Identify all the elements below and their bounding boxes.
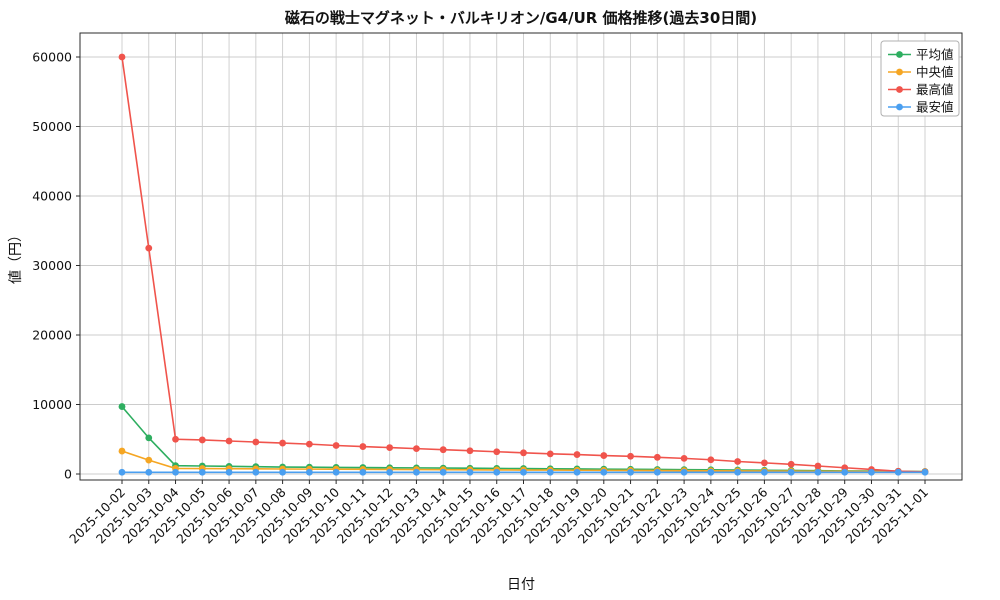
data-point [493,468,501,476]
data-point [868,468,875,476]
data-point [894,468,902,476]
plot-frame [79,32,963,481]
x-axis-label: 日付 [507,577,535,593]
chart-title: 磁石の戦士マグネット・バルキリオン/G4/UR 価格推移(過去30日間) [285,9,757,27]
data-point [145,434,153,442]
data-point [546,450,554,458]
chart-generated-layer: 01000020000300004000050000600002025-10-0… [32,32,963,546]
data-point [600,452,608,459]
data-point [279,439,286,447]
data-point [520,449,527,457]
data-point [332,442,340,449]
data-point [627,468,634,476]
data-point [734,458,742,465]
data-point [680,454,688,462]
data-point [707,468,715,476]
data-point [359,443,367,450]
data-point [466,447,474,455]
data-point [573,451,581,458]
legend-label: 中央値 [916,65,954,80]
legend-label: 最安値 [916,100,954,115]
data-point [761,468,768,476]
legend [880,40,960,117]
data-point [734,468,742,476]
data-point [520,468,527,476]
data-point [386,468,394,476]
data-point [546,468,554,476]
data-point [279,468,286,476]
y-tick-label: 60000 [32,50,72,65]
data-point [118,468,126,476]
data-point [305,468,313,476]
data-point [198,468,206,476]
data-point [413,468,420,476]
y-tick-label: 0 [64,467,72,482]
data-point [305,440,313,448]
y-tick-label: 20000 [32,328,72,343]
legend-label: 最高値 [916,82,954,97]
data-point [787,468,795,476]
data-point [814,462,822,470]
data-point [680,468,688,476]
data-point [118,403,126,410]
data-point [332,468,340,476]
data-point [225,437,233,445]
data-point [386,444,394,451]
y-tick-label: 40000 [32,189,72,204]
data-point [761,459,768,467]
data-point [466,468,474,476]
y-tick-label: 50000 [32,119,72,134]
data-point [841,468,849,476]
data-point [814,468,822,476]
data-point [198,436,206,444]
y-tick-label: 10000 [32,397,72,412]
legend-marker-dot [896,51,903,58]
data-point [707,456,715,464]
data-point [118,53,126,61]
data-point [653,468,661,476]
data-point [359,468,367,476]
legend-label: 平均値 [916,47,954,62]
y-tick-label: 30000 [32,258,72,273]
data-point [118,447,126,455]
legend-marker-dot [896,86,903,93]
data-point [252,438,260,446]
data-point [600,468,608,476]
legend-marker-dot [896,103,903,111]
data-point [172,468,179,476]
data-point [172,435,179,443]
data-point [413,445,420,453]
data-point [653,453,661,461]
data-point [252,468,260,476]
legend-marker-dot [896,68,903,76]
data-point [627,452,634,460]
data-point [921,468,929,476]
data-point [439,446,447,454]
data-point [493,448,501,456]
data-point [145,468,153,476]
y-axis-label: 値（円） [8,228,24,284]
data-point [145,244,153,252]
data-point [439,468,447,476]
data-point [787,460,795,468]
data-point [225,468,233,476]
data-point [145,456,153,464]
data-point [573,468,581,476]
